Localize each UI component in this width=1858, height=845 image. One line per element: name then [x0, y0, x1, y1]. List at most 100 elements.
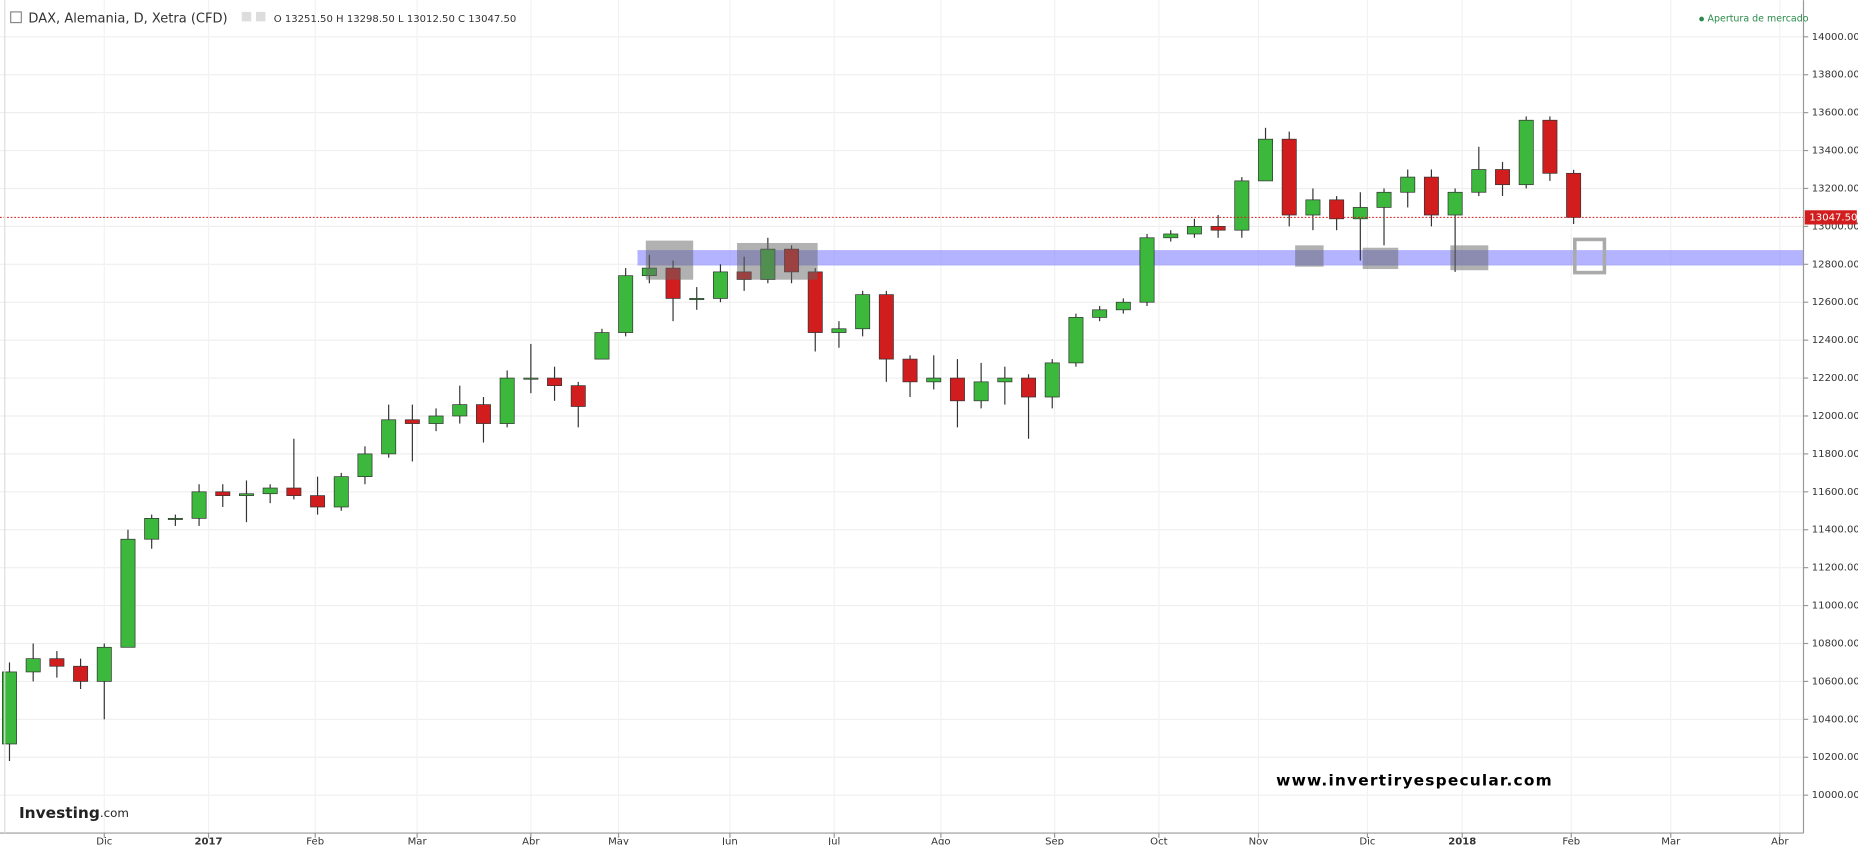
candle-body — [689, 298, 705, 300]
candle-body — [381, 419, 397, 455]
candle-body — [1281, 138, 1297, 216]
last-price-label: 13047.50 — [1809, 212, 1857, 223]
x-tick-label: Feb — [1562, 836, 1580, 845]
candle-body — [594, 332, 610, 360]
candle-body — [997, 377, 1013, 383]
candle-body — [878, 294, 894, 360]
y-tick-label: 12000.00 — [1812, 411, 1858, 422]
candle-body — [902, 358, 918, 383]
x-tick-label: May — [608, 836, 629, 845]
y-tick-label: 13000.00 — [1812, 221, 1858, 232]
candle-body — [1186, 226, 1202, 235]
y-tick-label: 10800.00 — [1812, 638, 1858, 649]
collapse-icon[interactable] — [10, 11, 22, 24]
candle-body — [1376, 191, 1392, 208]
logo-text: Investing — [19, 803, 100, 821]
candle-body — [239, 493, 254, 496]
candle-body — [523, 377, 539, 380]
candle-body — [120, 538, 136, 648]
highlight-box — [1295, 245, 1324, 267]
candle-body — [475, 404, 491, 424]
candle-body — [973, 381, 989, 402]
y-tick-label: 14000.00 — [1812, 32, 1858, 43]
x-tick-label: Mar — [408, 836, 428, 845]
candle-body — [855, 294, 871, 330]
y-tick-label: 11600.00 — [1812, 487, 1858, 498]
candle-body — [1139, 237, 1155, 303]
x-tick-label: 2017 — [195, 836, 223, 845]
x-tick-label: Abr — [1771, 836, 1789, 845]
candle-body — [1258, 138, 1273, 182]
candle-body — [191, 491, 207, 519]
logo: Investing.com — [19, 803, 129, 821]
x-tick-label: Oct — [1150, 836, 1167, 845]
axes: 10000.00 10200.00 10400.00 10600.00 10800.00… — [96, 32, 1858, 845]
highlight-box — [737, 242, 818, 280]
candle-body — [144, 518, 160, 540]
icon — [255, 11, 266, 22]
market-status: Apertura de mercado — [1708, 14, 1809, 25]
y-tick-label: 11000.00 — [1812, 601, 1858, 612]
x-tick-label: Jul — [827, 836, 840, 845]
status-dot — [1699, 16, 1704, 22]
y-tick-label: 11800.00 — [1812, 449, 1858, 460]
grid — [0, 0, 1804, 834]
y-tick-label: 13800.00 — [1812, 70, 1858, 81]
x-tick-label: Feb — [306, 836, 324, 845]
x-tick-label: Mar — [1661, 836, 1681, 845]
candle-body — [499, 377, 515, 424]
candle-body — [1305, 199, 1321, 216]
icon — [241, 11, 252, 22]
x-tick-label: Sep — [1045, 836, 1064, 845]
candle-body — [570, 385, 586, 407]
candle-body — [357, 453, 373, 478]
candle-body — [49, 658, 65, 667]
candle-body — [1044, 362, 1060, 398]
x-tick-label: Ago — [931, 836, 950, 845]
logo-suffix: .com — [100, 805, 129, 819]
candle-body — [404, 419, 420, 424]
candle-body — [1495, 169, 1510, 186]
y-tick-label: 13200.00 — [1812, 183, 1858, 194]
y-tick-label: 12200.00 — [1812, 373, 1858, 384]
candle-body — [1115, 301, 1131, 311]
candle-body — [1068, 317, 1084, 364]
candle-body — [1518, 119, 1534, 186]
ohlc: O 13251.50 H 13298.50 L 13012.50 C 13047… — [274, 14, 517, 25]
candle-body — [949, 377, 965, 402]
candle-body — [1352, 207, 1368, 220]
candle-body — [96, 646, 112, 682]
candle-body — [1234, 180, 1250, 231]
highlight-boxes — [645, 240, 1489, 280]
candle-body — [712, 271, 728, 299]
watermark: www.invertiryespecular.com — [1276, 771, 1553, 789]
x-tick-label: 2018 — [1448, 836, 1476, 845]
y-tick-label: 10600.00 — [1812, 676, 1858, 687]
candle-body — [831, 328, 847, 333]
candle-body — [618, 275, 634, 333]
candle-body — [73, 665, 89, 682]
candle-body — [262, 487, 278, 495]
y-tick-label: 11400.00 — [1812, 525, 1858, 536]
candle-body — [1471, 169, 1487, 193]
candle-body — [1210, 226, 1226, 231]
candle-body — [1447, 191, 1463, 216]
candle-body — [1400, 176, 1416, 193]
x-tick-label: Nov — [1249, 836, 1269, 845]
candle-body — [1423, 176, 1439, 216]
x-tick-label: Dic — [96, 836, 112, 845]
x-tick-label: Abr — [522, 836, 540, 845]
candle-body — [926, 377, 942, 383]
candle-body — [333, 476, 349, 508]
y-tick-label: 13400.00 — [1812, 146, 1858, 157]
candle-body — [1092, 309, 1108, 318]
highlight-box — [1362, 247, 1399, 270]
y-tick-label: 11200.00 — [1812, 563, 1858, 574]
candle-body — [1566, 172, 1582, 218]
target-box — [1573, 237, 1607, 275]
highlight-box — [645, 240, 694, 280]
candle-body — [2, 671, 17, 745]
symbol: DAX, Alemania, D, Xetra (CFD) — [28, 12, 227, 27]
